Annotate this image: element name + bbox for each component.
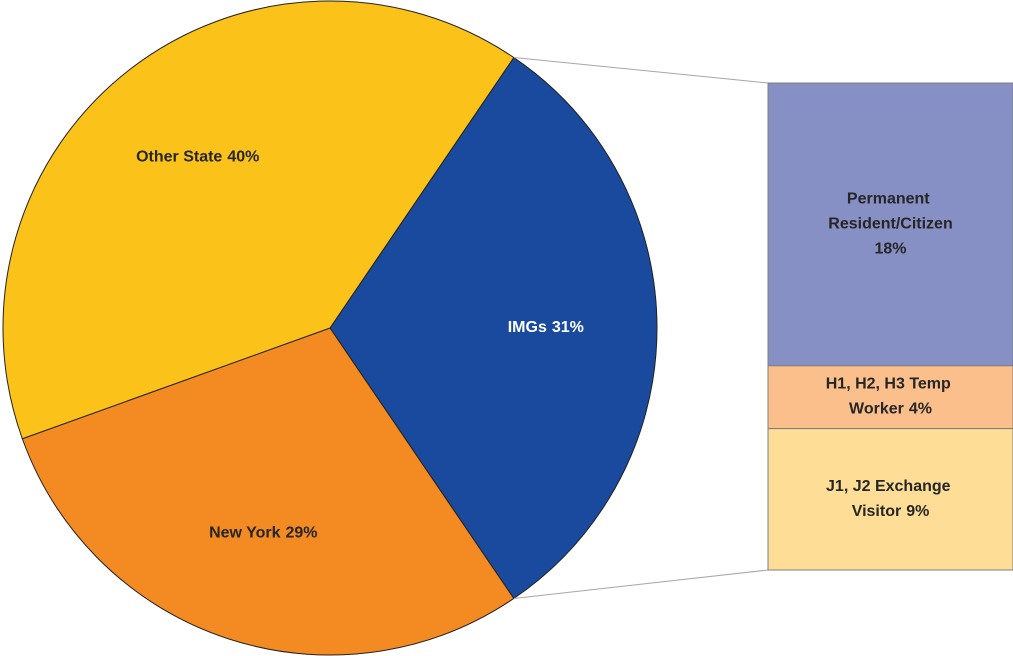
slice-label-name: Other State [136,149,222,166]
connector-line [513,569,769,599]
bar-label: H1, H2, H3 Temp Worker 4% [826,376,956,418]
slice-label-value: 29% [286,524,318,541]
pie-slice [2,0,515,440]
bar-segment [767,428,1013,571]
bar-label-name: J1, J2 Exchange Visitor [826,478,955,520]
bar-label-value: 18% [874,241,906,258]
slice-label: IMGs 31% [508,319,584,336]
bar-segment [767,365,1013,430]
slice-label-name: New York [209,524,281,541]
slice-label-value: 40% [227,149,259,166]
bar-label-value: 9% [906,503,929,520]
slice-label: New York 29% [209,524,317,541]
slice-label: Other State 40% [136,149,259,166]
pie-slice [21,327,515,656]
bar-label-value: 4% [909,401,932,418]
bar-label-name: Permanent Resident/Citizen [828,191,952,233]
bar-label-name: H1, H2, H3 Temp Worker [826,376,956,418]
bar-label: Permanent Resident/Citizen 18% [828,191,952,258]
connector-line [513,57,769,84]
slice-label-name: IMGs [508,319,547,336]
bar-label: J1, J2 Exchange Visitor 9% [826,478,955,520]
slice-label-value: 31% [552,319,584,336]
pie-slice [329,56,658,600]
bar-segment [767,82,1013,367]
